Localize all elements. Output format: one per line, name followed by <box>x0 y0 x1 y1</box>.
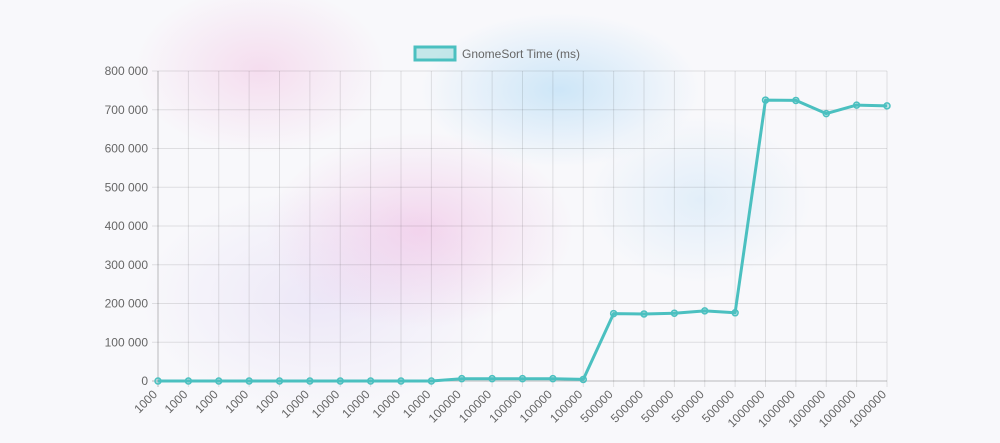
x-tick-label: 100000 <box>547 387 585 425</box>
y-tick-label: 400 000 <box>105 219 149 233</box>
x-tick-label: 10000 <box>278 387 312 421</box>
data-point[interactable] <box>852 101 861 109</box>
x-tick-label: 100000 <box>517 387 555 425</box>
data-point[interactable] <box>549 374 557 383</box>
data-point[interactable] <box>640 310 648 318</box>
data-point[interactable] <box>184 377 193 385</box>
data-points <box>154 96 891 385</box>
x-tick-label: 500000 <box>578 387 616 425</box>
y-tick-label: 500 000 <box>105 180 149 194</box>
data-point[interactable] <box>609 309 618 318</box>
y-tick-label: 100 000 <box>105 335 149 349</box>
grid <box>152 70 888 387</box>
data-point[interactable] <box>579 375 587 384</box>
data-point[interactable] <box>792 96 800 105</box>
x-axis: 1000 1000 1000 1000 100010000100001000010000… <box>131 387 889 430</box>
x-tick-label: 10000 <box>370 387 404 421</box>
data-point[interactable] <box>518 374 527 383</box>
data-point[interactable] <box>822 109 830 118</box>
x-tick-label: 500000 <box>608 387 646 425</box>
data-point[interactable] <box>366 377 375 385</box>
data-point[interactable] <box>215 377 223 385</box>
data-point[interactable] <box>488 374 496 383</box>
y-tick-label: 200 000 <box>105 297 149 311</box>
data-point[interactable] <box>458 374 466 383</box>
x-tick-label: 100000 <box>486 387 524 425</box>
x-tick-label: 100000 <box>426 387 464 425</box>
data-point[interactable] <box>731 309 739 317</box>
x-tick-label: 1000 <box>222 387 251 416</box>
x-tick-label: 1000 <box>162 387 191 416</box>
y-axis: 0 100 000 200 000 300 000 400 000 500 000 600 … <box>105 64 149 388</box>
data-point[interactable] <box>245 377 253 385</box>
y-tick-label: 700 000 <box>105 103 149 117</box>
series-line-group <box>158 98 888 383</box>
series-line <box>158 98 888 383</box>
x-tick-label: 1000 <box>131 387 160 416</box>
x-tick-label: 1000 <box>253 387 282 416</box>
data-point[interactable] <box>670 309 679 317</box>
data-point[interactable] <box>761 96 770 104</box>
data-point[interactable] <box>427 377 436 385</box>
x-tick-label: 10000 <box>309 387 343 421</box>
y-tick-label: 800 000 <box>105 64 149 78</box>
data-point[interactable] <box>275 377 284 385</box>
data-point[interactable] <box>397 377 405 385</box>
data-point[interactable] <box>883 102 891 110</box>
data-point[interactable] <box>154 377 162 385</box>
x-tick-label: 1000 <box>192 387 221 416</box>
legend[interactable]: GnomeSort Time (ms) <box>413 45 580 62</box>
x-tick-label: 500000 <box>638 387 676 425</box>
x-tick-label: 10000 <box>339 387 373 421</box>
x-tick-label: 100000 <box>456 387 494 425</box>
legend-label: GnomeSort Time (ms) <box>462 47 580 61</box>
data-point[interactable] <box>701 307 709 315</box>
data-point[interactable] <box>336 377 344 385</box>
y-tick-label: 300 000 <box>105 258 149 272</box>
legend-color-box <box>413 45 457 62</box>
y-tick-label: 600 000 <box>105 142 149 156</box>
y-tick-label: 0 <box>141 374 148 388</box>
x-tick-label: 500000 <box>669 387 707 425</box>
data-point[interactable] <box>306 377 314 385</box>
